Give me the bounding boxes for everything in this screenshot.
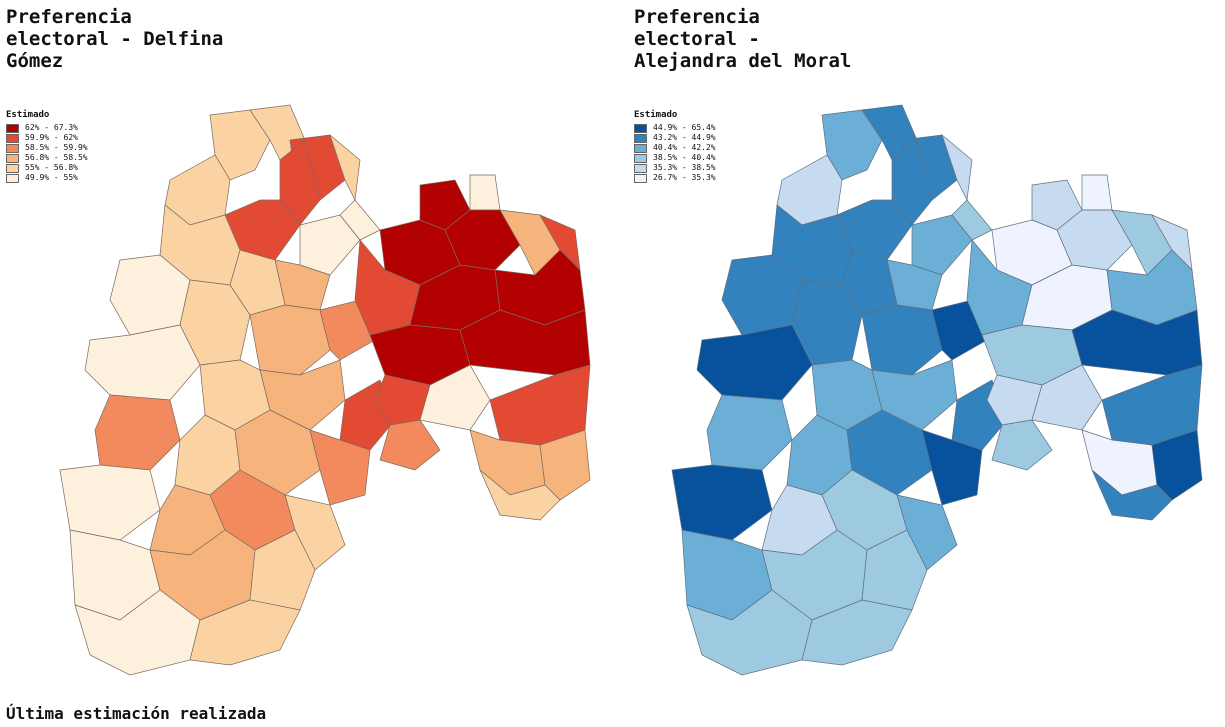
legend-label: 55% - 56.8% (25, 163, 78, 172)
legend-item: 62% - 67.3% (6, 123, 88, 133)
legend-item: 43.2% - 44.9% (634, 133, 716, 143)
municipality-region (309, 429, 371, 506)
municipality-region (94, 394, 181, 471)
municipality-region (991, 419, 1053, 471)
legend-swatch (6, 173, 19, 183)
legend-swatch (634, 133, 647, 143)
municipality-region (249, 529, 316, 611)
legend-label: 35.3% - 38.5% (653, 163, 716, 172)
legend-title: Estimado (634, 110, 678, 120)
legend-label: 38.5% - 40.4% (653, 153, 716, 162)
municipality-region (84, 324, 201, 401)
municipality-region (459, 309, 591, 376)
municipality-region (59, 464, 161, 541)
legend-swatch (6, 123, 19, 133)
municipality-region (1091, 469, 1173, 521)
legend-item: 59.9% - 62% (6, 133, 88, 143)
municipality-region (801, 599, 913, 666)
choropleth-map-alejandra (671, 104, 1203, 676)
map-panel-delfina: Preferencia electoral - Delfina Gómez Es… (0, 0, 612, 690)
municipality-region (921, 429, 983, 506)
legend-swatch (6, 133, 19, 143)
municipality-region (299, 214, 361, 276)
map-title: Preferencia electoral - Alejandra del Mo… (634, 6, 852, 72)
footer-caption: Última estimación realizada (6, 704, 267, 723)
legend: Estimado 44.9% - 65.4% 43.2% - 44.9% 40.4%… (634, 110, 716, 183)
municipality-region (896, 494, 958, 571)
legend-label: 56.8% - 58.5% (25, 153, 88, 162)
municipality-region (379, 419, 441, 471)
legend-item: 56.8% - 58.5% (6, 153, 88, 163)
municipality-region (539, 429, 591, 501)
legend-swatch (6, 143, 19, 153)
municipality-region (479, 469, 561, 521)
municipality-region (671, 464, 773, 541)
legend-swatch (634, 163, 647, 173)
legend-label: 58.5% - 59.9% (25, 143, 88, 152)
municipality-region (469, 174, 501, 211)
legend-item: 44.9% - 65.4% (634, 123, 716, 133)
municipality-region (189, 599, 301, 666)
legend-swatch (6, 163, 19, 173)
choropleth-map-delfina (59, 104, 591, 676)
legend-item: 58.5% - 59.9% (6, 143, 88, 153)
legend-swatch (6, 153, 19, 163)
municipality-region (696, 324, 813, 401)
map-panel-alejandra: Preferencia electoral - Alejandra del Mo… (612, 0, 1224, 690)
legend-swatch (634, 143, 647, 153)
legend-label: 40.4% - 42.2% (653, 143, 716, 152)
municipality-region (1151, 429, 1203, 501)
legend-item: 49.9% - 55% (6, 173, 88, 183)
legend-swatch (634, 153, 647, 163)
legend: Estimado 62% - 67.3% 59.9% - 62% 58.5% - 5… (6, 110, 88, 183)
legend-swatch (634, 173, 647, 183)
legend-label: 26.7% - 35.3% (653, 173, 716, 182)
municipality-region (249, 304, 331, 376)
legend-label: 59.9% - 62% (25, 133, 78, 142)
legend-item: 26.7% - 35.3% (634, 173, 716, 183)
municipality-region (1031, 364, 1103, 431)
municipality-region (911, 214, 973, 276)
municipality-region (861, 529, 928, 611)
legend-item: 55% - 56.8% (6, 163, 88, 173)
legend-swatch (634, 123, 647, 133)
legend-item: 38.5% - 40.4% (634, 153, 716, 163)
map-title: Preferencia electoral - Delfina Gómez (6, 6, 224, 72)
municipality-region (861, 304, 943, 376)
legend-label: 43.2% - 44.9% (653, 133, 716, 142)
legend-item: 40.4% - 42.2% (634, 143, 716, 153)
legend-label: 49.9% - 55% (25, 173, 78, 182)
legend-label: 62% - 67.3% (25, 123, 78, 132)
legend-title: Estimado (6, 110, 50, 120)
municipality-region (284, 494, 346, 571)
municipality-region (1081, 174, 1113, 211)
municipality-region (419, 364, 491, 431)
municipality-region (706, 394, 793, 471)
legend-item: 35.3% - 38.5% (634, 163, 716, 173)
municipality-region (1071, 309, 1203, 376)
legend-label: 44.9% - 65.4% (653, 123, 716, 132)
